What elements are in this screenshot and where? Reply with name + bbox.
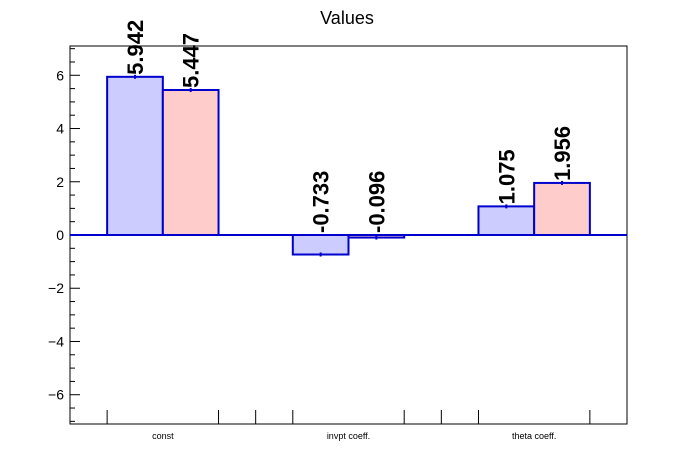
data-labels: 5.942 -0.733 1.075 5.447 -0.096 1.956 (123, 20, 575, 233)
data-label: 5.942 (123, 20, 148, 75)
axis-ticks: −6 −4 −2 0 2 4 6 const invpt coeff. theta coeff. (48, 48, 591, 441)
bar (106, 75, 164, 236)
data-label: -0.733 (309, 171, 334, 233)
y-tick-label: −4 (48, 333, 64, 349)
bar (477, 205, 536, 237)
bar (161, 89, 220, 236)
y-tick-label: 6 (56, 67, 64, 83)
bars (106, 74, 591, 257)
data-label: 5.447 (179, 33, 204, 88)
y-tick-label: 2 (56, 174, 64, 190)
y-tick-label: 0 (56, 227, 64, 243)
x-category-label: invpt coeff. (327, 431, 370, 441)
y-tick-label: 4 (56, 121, 64, 137)
y-tick-label: −2 (48, 280, 64, 296)
x-category-label: theta coeff. (512, 431, 556, 441)
data-label: -0.096 (364, 171, 389, 233)
x-category-label: const (152, 431, 174, 441)
chart-title: Values (320, 8, 374, 28)
y-tick-label: −6 (48, 387, 64, 403)
data-label: 1.075 (494, 149, 519, 204)
bar (291, 234, 350, 256)
bar (533, 181, 591, 236)
data-label: 1.956 (550, 126, 575, 181)
